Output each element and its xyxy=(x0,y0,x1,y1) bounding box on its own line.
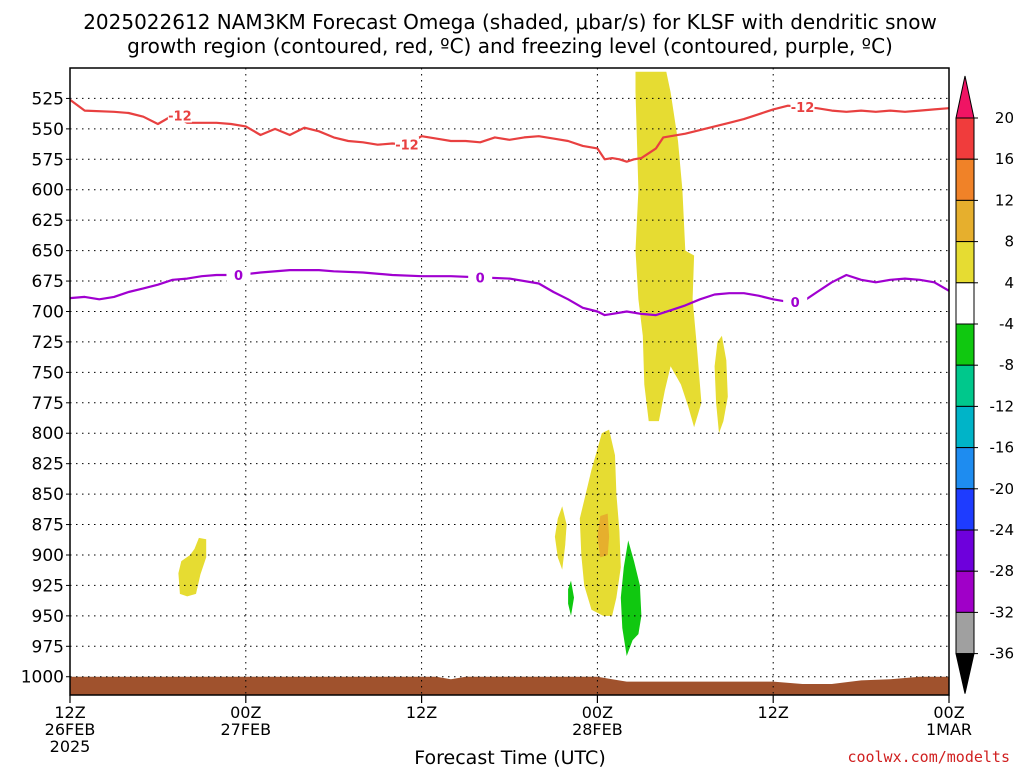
x-tick-label: 2025 xyxy=(50,737,91,756)
colorbar-swatch xyxy=(955,529,975,572)
omega-region-2 xyxy=(714,335,728,434)
colorbar-swatch xyxy=(955,158,975,201)
y-axis: 525 550 575 600 625 650 675 700 725 750 775 800 825 8… xyxy=(21,89,70,688)
y-tick-label: 900 xyxy=(32,546,64,566)
colorbar-swatch xyxy=(955,570,975,613)
y-tick-label: 775 xyxy=(32,394,64,414)
omega-region-7 xyxy=(620,540,642,656)
colorbar-swatch xyxy=(955,282,975,325)
x-tick-label: 00Z xyxy=(582,703,613,722)
x-tick-label: 12Z xyxy=(54,703,85,722)
contour-label: 0 xyxy=(476,271,485,286)
colorbar-bottom-arrow xyxy=(955,653,975,694)
colorbar-swatch xyxy=(955,405,975,449)
y-tick-label: 750 xyxy=(32,363,64,383)
colorbar-swatch xyxy=(955,364,975,407)
contour-label: -12 xyxy=(395,139,419,154)
colorbar-swatch xyxy=(955,447,975,490)
contour-label: -12 xyxy=(791,101,815,116)
colorbar-swatch xyxy=(955,488,975,531)
omega-region-6 xyxy=(178,537,207,597)
contour-label-bg xyxy=(394,136,419,152)
colorbar-swatch xyxy=(955,323,975,366)
colorbar-swatch xyxy=(955,199,975,243)
x-axis-title: Forecast Time (UTC) xyxy=(414,747,605,768)
contour-label-bg xyxy=(783,293,808,309)
omega-shading xyxy=(178,71,728,656)
ground-layer xyxy=(70,676,949,695)
colorbar-swatch xyxy=(955,241,975,284)
colorbar: 20 16 12 8 4 -4 -8 -12 -16 -20 -24 -28 -32 -36 xyxy=(955,75,1015,694)
plot-frame xyxy=(69,67,950,696)
omega-region-5 xyxy=(554,506,567,570)
y-tick-label: 975 xyxy=(32,637,64,657)
omega-region-4 xyxy=(597,513,610,558)
y-tick-label: 875 xyxy=(32,516,64,536)
ground-fill xyxy=(70,676,949,695)
colorbar-label: -28 xyxy=(990,562,1015,580)
x-tick-label: 00Z xyxy=(230,703,261,722)
credit-text: coolwx.com/modelts xyxy=(847,748,1010,766)
colorbar-label: -4 xyxy=(999,315,1014,333)
contour-label-bg xyxy=(468,269,493,285)
y-tick-label: 1000 xyxy=(21,668,64,688)
temperature-contours xyxy=(70,98,949,317)
y-tick-label: 650 xyxy=(32,242,64,262)
colorbar-label: -20 xyxy=(990,480,1015,498)
y-tick-label: 625 xyxy=(32,211,64,231)
y-tick-label: 925 xyxy=(32,576,64,596)
gridlines xyxy=(70,68,949,695)
y-tick-label: 525 xyxy=(32,89,64,109)
colorbar-label: -36 xyxy=(990,645,1015,663)
chart-title-line1: 2025022612 NAM3KM Forecast Omega (shaded… xyxy=(83,10,937,34)
x-tick-label: 00Z xyxy=(933,703,964,722)
contour-label: 0 xyxy=(234,269,243,284)
contour-label: 0 xyxy=(791,296,800,311)
colorbar-swatch xyxy=(955,611,975,655)
colorbar-top-arrow xyxy=(955,75,975,119)
contour-line-2 xyxy=(70,269,949,317)
omega-region-1 xyxy=(635,71,702,428)
x-tick-label: 28FEB xyxy=(572,720,623,739)
contour-label-bg xyxy=(226,266,251,282)
y-tick-label: 550 xyxy=(32,120,64,140)
contour-labels: -12 -12 -12 0 0 0 xyxy=(167,98,815,311)
y-tick-label: 725 xyxy=(32,333,64,353)
y-tick-label: 950 xyxy=(32,607,64,627)
colorbar-swatch xyxy=(955,117,975,160)
contour-label-bg xyxy=(167,107,192,123)
x-tick-label: 12Z xyxy=(406,703,437,722)
contour-label: -12 xyxy=(168,109,192,124)
y-tick-label: 575 xyxy=(32,150,64,170)
colorbar-label: -12 xyxy=(990,397,1015,415)
y-tick-label: 825 xyxy=(32,455,64,475)
colorbar-label: 4 xyxy=(1004,274,1014,292)
y-tick-label: 675 xyxy=(32,272,64,292)
colorbar-label: 16 xyxy=(995,150,1014,168)
colorbar-label: 8 xyxy=(1004,233,1014,251)
chart-title-line2: growth region (contoured, red, ºC) and f… xyxy=(127,34,893,58)
y-tick-label: 800 xyxy=(32,424,64,444)
colorbar-label: -16 xyxy=(990,439,1015,457)
colorbar-label: 20 xyxy=(995,109,1014,127)
colorbar-label: -32 xyxy=(990,603,1015,621)
x-tick-label: 27FEB xyxy=(220,720,271,739)
y-tick-label: 700 xyxy=(32,302,64,322)
y-tick-label: 850 xyxy=(32,485,64,505)
x-tick-label: 1MAR xyxy=(926,720,972,739)
omega-region-8 xyxy=(568,580,574,616)
contour-label-bg xyxy=(790,98,815,114)
y-tick-label: 600 xyxy=(32,181,64,201)
colorbar-label: -8 xyxy=(999,356,1014,374)
colorbar-label: -24 xyxy=(990,521,1015,539)
contour-line-1 xyxy=(70,98,949,163)
colorbar-label: 12 xyxy=(995,191,1014,209)
x-tick-label: 12Z xyxy=(758,703,789,722)
x-tick-label: 26FEB xyxy=(45,720,96,739)
